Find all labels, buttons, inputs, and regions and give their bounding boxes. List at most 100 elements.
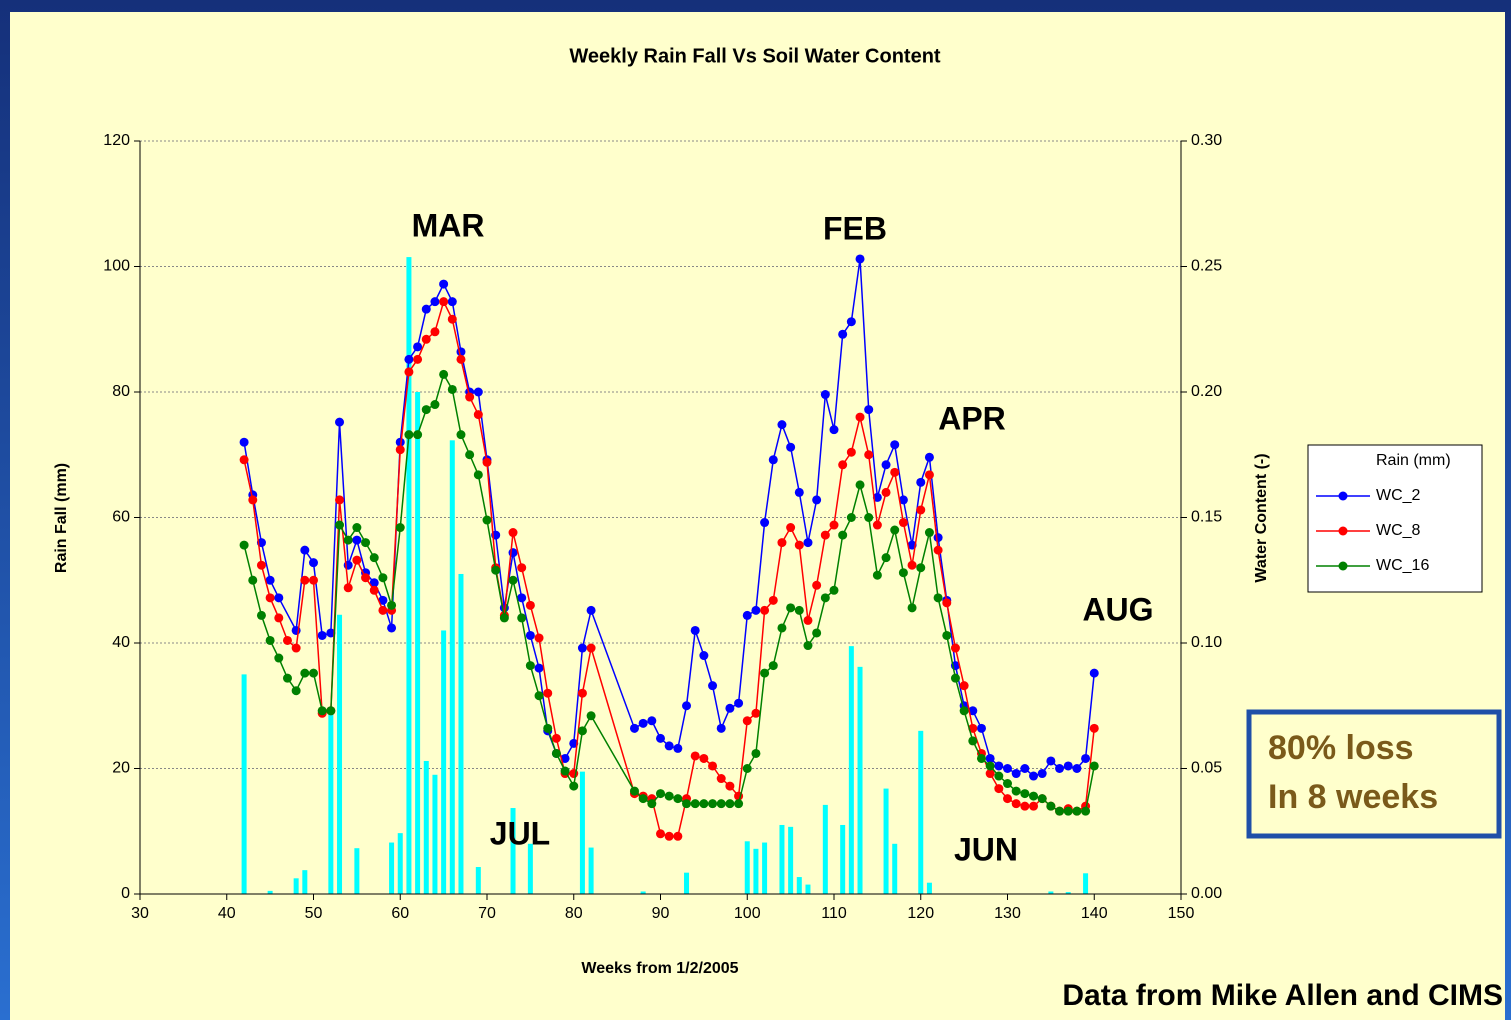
marker <box>465 450 475 460</box>
marker <box>369 553 379 563</box>
marker <box>1029 801 1039 811</box>
marker <box>872 492 882 502</box>
marker <box>881 460 891 470</box>
marker <box>881 487 891 497</box>
marker <box>855 412 865 422</box>
bar <box>337 614 343 894</box>
marker <box>898 568 908 578</box>
marker <box>690 799 700 809</box>
marker <box>569 781 579 791</box>
marker <box>300 575 310 585</box>
marker <box>838 329 848 339</box>
marker <box>751 708 761 718</box>
marker <box>378 595 388 605</box>
marker <box>760 518 770 528</box>
marker <box>959 706 969 716</box>
marker <box>421 405 431 415</box>
x-tick-label: 50 <box>305 905 323 922</box>
x-axis-title: Weeks from 1/2/2005 <box>581 960 738 977</box>
marker <box>361 538 371 548</box>
marker <box>656 733 665 743</box>
marker <box>968 736 978 746</box>
bar <box>918 730 924 894</box>
legend-marker <box>1338 526 1348 536</box>
bar <box>822 804 828 894</box>
marker <box>725 799 735 809</box>
marker <box>690 625 700 635</box>
legend-box <box>1307 444 1483 593</box>
marker <box>256 610 266 620</box>
y-tick-label: 60 <box>112 509 130 526</box>
marker <box>864 513 874 522</box>
bar <box>458 573 464 894</box>
marker <box>517 593 527 603</box>
marker <box>1003 764 1012 773</box>
legend-label: WC_16 <box>1376 557 1429 574</box>
marker <box>309 575 318 585</box>
marker <box>768 455 778 465</box>
marker <box>274 613 284 623</box>
marker <box>725 703 735 713</box>
marker <box>890 525 900 535</box>
marker <box>838 530 848 540</box>
marker <box>985 761 995 771</box>
marker <box>239 455 249 465</box>
marker <box>968 706 978 716</box>
legend-label: WC_2 <box>1376 487 1421 504</box>
marker <box>1046 756 1056 766</box>
marker <box>534 663 544 673</box>
marker <box>794 605 804 615</box>
marker <box>803 615 813 625</box>
marker <box>647 716 657 726</box>
bar <box>406 257 412 894</box>
legend-label: WC_8 <box>1376 522 1421 539</box>
y-tick-label: 20 <box>112 760 130 777</box>
marker <box>317 630 327 640</box>
marker <box>335 520 345 530</box>
annotation: JUL <box>490 815 550 851</box>
bar <box>848 646 854 894</box>
marker <box>456 354 466 364</box>
bar <box>267 890 273 894</box>
marker <box>421 304 431 314</box>
marker <box>794 540 804 550</box>
marker <box>699 753 709 763</box>
y2-tick-label: 0.00 <box>1191 885 1222 902</box>
x-tick-label: 90 <box>652 905 670 922</box>
marker <box>924 470 934 480</box>
marker <box>959 681 969 691</box>
marker <box>716 774 726 784</box>
y2-tick-label: 0.25 <box>1191 258 1222 275</box>
marker <box>551 748 561 758</box>
marker <box>239 540 249 550</box>
marker <box>352 535 362 545</box>
marker <box>291 686 301 696</box>
y-tick-label: 120 <box>103 132 130 149</box>
marker <box>309 558 318 568</box>
marker <box>872 520 882 530</box>
marker <box>439 369 449 379</box>
marker <box>473 387 483 397</box>
marker <box>629 786 639 796</box>
bar <box>441 630 447 894</box>
annotation: MAR <box>412 207 485 243</box>
marker <box>673 831 683 841</box>
x-tick-label: 150 <box>1168 905 1195 922</box>
marker <box>525 630 535 640</box>
y2-tick-label: 0.10 <box>1191 634 1222 651</box>
chart-title: Weekly Rain Fall Vs Soil Water Content <box>569 45 941 67</box>
marker <box>725 781 735 791</box>
marker <box>898 495 908 505</box>
marker <box>291 643 301 653</box>
marker <box>1020 801 1030 811</box>
marker <box>274 653 284 663</box>
y-tick-label: 0 <box>121 885 130 902</box>
marker <box>1055 764 1065 773</box>
marker <box>1063 761 1073 771</box>
marker <box>543 688 553 698</box>
marker <box>482 515 492 525</box>
bar <box>588 847 594 894</box>
bar <box>415 392 421 894</box>
marker <box>916 505 926 515</box>
